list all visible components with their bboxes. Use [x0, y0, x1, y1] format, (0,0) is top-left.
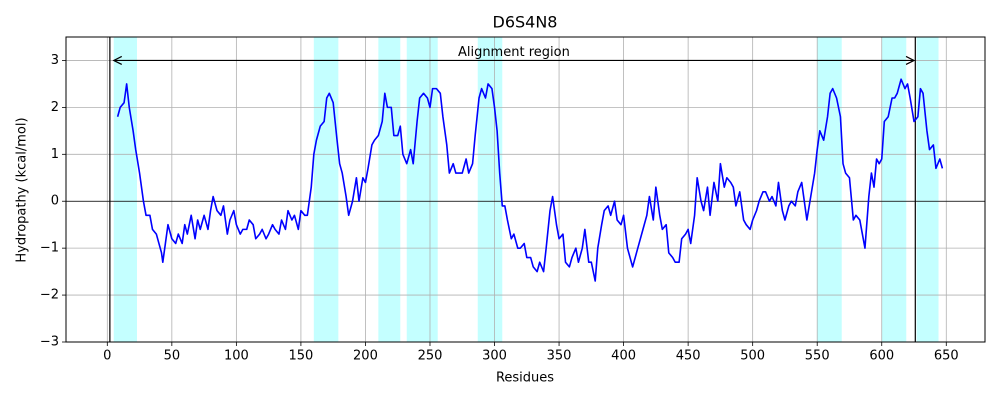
- highlight-span: [378, 37, 401, 342]
- x-tick-label: 150: [288, 349, 313, 364]
- y-axis-label: Hydropathy (kcal/mol): [15, 117, 30, 262]
- highlight-span: [881, 37, 907, 342]
- plot-frame: [65, 36, 986, 343]
- highlight-span: [113, 37, 137, 342]
- x-tick-label: 600: [869, 349, 894, 364]
- arrow-head: [905, 55, 916, 65]
- arrow-head: [112, 55, 123, 65]
- chart-title: D6S4N8: [493, 13, 558, 32]
- highlight-span: [406, 37, 438, 342]
- highlight-span: [916, 37, 939, 342]
- x-tick-label: 350: [547, 349, 572, 364]
- y-tick-label: 0: [51, 194, 59, 209]
- highlight-span: [313, 37, 339, 342]
- x-tick-label: 550: [805, 349, 830, 364]
- x-axis-label: Residues: [496, 371, 554, 386]
- x-tick-label: 300: [482, 349, 507, 364]
- highlight-span: [817, 37, 842, 342]
- x-tick-label: 400: [611, 349, 636, 364]
- x-tick-label: 250: [418, 349, 443, 364]
- hydropathy-line: [116, 78, 944, 282]
- x-tick-label: 500: [740, 349, 765, 364]
- y-tick-label: −1: [40, 241, 59, 256]
- x-tick-label: 50: [164, 349, 181, 364]
- y-tick-label: 1: [51, 147, 59, 162]
- y-tick-label: −3: [40, 335, 59, 350]
- x-tick-label: 450: [676, 349, 701, 364]
- annotation-label: Alignment region: [458, 45, 570, 60]
- x-tick-label: 200: [353, 349, 378, 364]
- y-tick-label: 3: [51, 53, 59, 68]
- x-tick-label: 100: [224, 349, 249, 364]
- highlight-span: [477, 37, 503, 342]
- y-tick-label: 2: [51, 100, 59, 115]
- y-tick-label: −2: [40, 288, 59, 303]
- x-tick-label: 650: [934, 349, 959, 364]
- x-tick-label: 0: [103, 349, 111, 364]
